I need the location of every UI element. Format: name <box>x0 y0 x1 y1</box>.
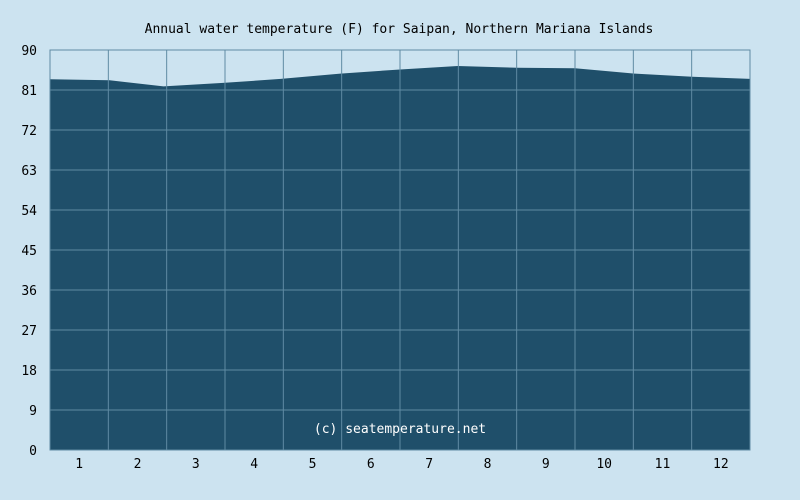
x-axis: 1 2 3 4 5 6 7 8 9 10 11 12 <box>75 457 728 472</box>
x-tick-label: 4 <box>250 457 258 472</box>
y-tick-label: 90 <box>21 44 37 59</box>
x-tick-label: 6 <box>367 457 375 472</box>
x-tick-label: 9 <box>542 457 550 472</box>
x-tick-label: 3 <box>192 457 200 472</box>
watermark: (c) seatemperature.net <box>314 422 486 437</box>
y-tick-label: 36 <box>21 284 37 299</box>
x-tick-label: 1 <box>75 457 83 472</box>
y-tick-label: 45 <box>21 244 37 259</box>
x-tick-label: 7 <box>425 457 433 472</box>
x-tick-label: 5 <box>309 457 317 472</box>
x-tick-label: 12 <box>713 457 729 472</box>
chart-title: Annual water temperature (F) for Saipan,… <box>145 22 654 37</box>
x-tick-label: 2 <box>134 457 142 472</box>
y-tick-label: 81 <box>21 84 37 99</box>
y-tick-label: 9 <box>29 404 37 419</box>
x-tick-label: 11 <box>655 457 671 472</box>
y-tick-label: 27 <box>21 324 37 339</box>
y-tick-label: 54 <box>21 204 37 219</box>
y-tick-label: 18 <box>21 364 37 379</box>
x-tick-label: 10 <box>596 457 612 472</box>
y-tick-label: 0 <box>29 444 37 459</box>
x-tick-label: 8 <box>484 457 492 472</box>
plot-frame <box>49 49 751 451</box>
y-tick-label: 72 <box>21 124 37 139</box>
y-tick-label: 63 <box>21 164 37 179</box>
y-axis: 0 9 18 27 36 45 54 63 72 81 90 <box>21 44 37 459</box>
